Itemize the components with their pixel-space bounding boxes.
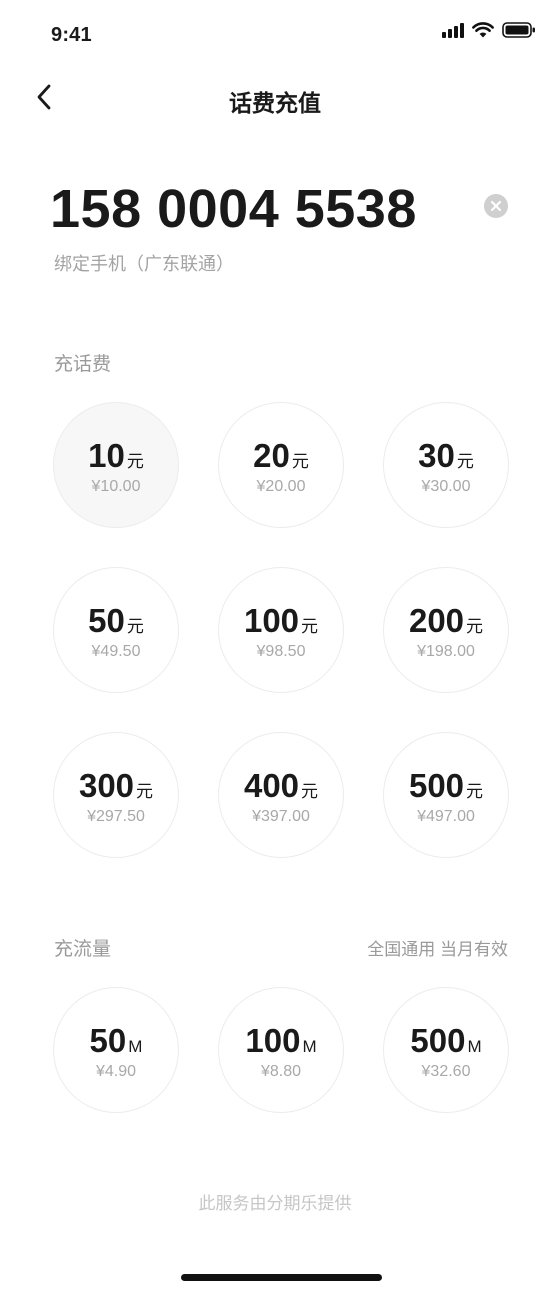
data-option-500m[interactable]: 500 M ¥32.60 [383, 987, 509, 1113]
option-price: ¥4.90 [95, 1063, 137, 1080]
option-amount: 300 [78, 767, 135, 804]
option-price: ¥397.00 [252, 808, 310, 825]
option-price: ¥98.50 [256, 643, 306, 660]
option-unit: 元 [301, 617, 319, 636]
topup-option-400[interactable]: 400 元 ¥397.00 [218, 732, 344, 858]
data-option-50m[interactable]: 50 M ¥4.90 [53, 987, 179, 1113]
option-unit: 元 [126, 452, 144, 471]
topup-option-20[interactable]: 20 元 ¥20.00 [218, 402, 344, 528]
option-amount: 50 [88, 602, 125, 639]
option-price: ¥10.00 [91, 478, 141, 495]
option-unit: M [302, 1037, 317, 1056]
option-price: ¥49.50 [91, 643, 141, 660]
topup-option-30[interactable]: 30 元 ¥30.00 [383, 402, 509, 528]
option-unit: M [128, 1037, 143, 1056]
topup-option-10[interactable]: 10 元 ¥10.00 [53, 402, 179, 528]
option-amount: 100 [243, 602, 300, 639]
home-indicator [181, 1274, 382, 1281]
page-title: 话费充值 [229, 90, 321, 116]
option-price: ¥297.50 [87, 808, 145, 825]
status-bar: 9:41 [0, 0, 550, 70]
option-unit: 元 [126, 617, 144, 636]
option-amount: 500 [408, 767, 465, 804]
phone-description: 绑定手机（广东联通） [54, 254, 234, 274]
option-price: ¥30.00 [421, 478, 471, 495]
option-amount: 50 [89, 1022, 127, 1059]
option-unit: 元 [466, 617, 484, 636]
option-amount: 30 [418, 437, 455, 474]
close-icon [490, 200, 502, 212]
option-amount: 20 [253, 437, 290, 474]
data-section-label: 充流量 [54, 939, 112, 960]
topup-option-300[interactable]: 300 元 ¥297.50 [53, 732, 179, 858]
option-price: ¥198.00 [417, 643, 475, 660]
battery-icon [502, 22, 536, 38]
option-amount: 400 [243, 767, 300, 804]
clear-button[interactable] [484, 194, 508, 218]
chevron-left-icon [37, 84, 51, 110]
data-section-note: 全国通用 当月有效 [367, 940, 508, 959]
option-amount: 100 [245, 1022, 301, 1059]
option-unit: 元 [466, 782, 484, 801]
option-price: ¥497.00 [417, 808, 475, 825]
option-amount: 200 [408, 602, 465, 639]
option-price: ¥8.80 [260, 1063, 302, 1080]
topup-section-label: 充话费 [54, 354, 112, 375]
topup-option-200[interactable]: 200 元 ¥198.00 [383, 567, 509, 693]
wifi-icon [472, 22, 494, 38]
status-time: 9:41 [51, 24, 92, 46]
cellular-signal-icon [442, 22, 464, 38]
option-amount: 10 [88, 437, 125, 474]
back-button[interactable] [30, 82, 60, 112]
option-price: ¥32.60 [421, 1063, 471, 1080]
option-unit: 元 [456, 452, 474, 471]
option-unit: 元 [136, 782, 154, 801]
nav-bar: 话费充值 [0, 70, 550, 130]
option-unit: 元 [301, 782, 319, 801]
topup-option-100[interactable]: 100 元 ¥98.50 [218, 567, 344, 693]
topup-option-50[interactable]: 50 元 ¥49.50 [53, 567, 179, 693]
option-unit: M [467, 1037, 482, 1056]
option-amount: 500 [410, 1022, 466, 1059]
data-option-100m[interactable]: 100 M ¥8.80 [218, 987, 344, 1113]
status-icons [442, 22, 536, 38]
service-provider-note: 此服务由分期乐提供 [198, 1194, 352, 1213]
option-price: ¥20.00 [256, 478, 306, 495]
phone-number[interactable]: 158 0004 5538 [50, 179, 417, 239]
option-unit: 元 [291, 452, 309, 471]
topup-option-500[interactable]: 500 元 ¥497.00 [383, 732, 509, 858]
